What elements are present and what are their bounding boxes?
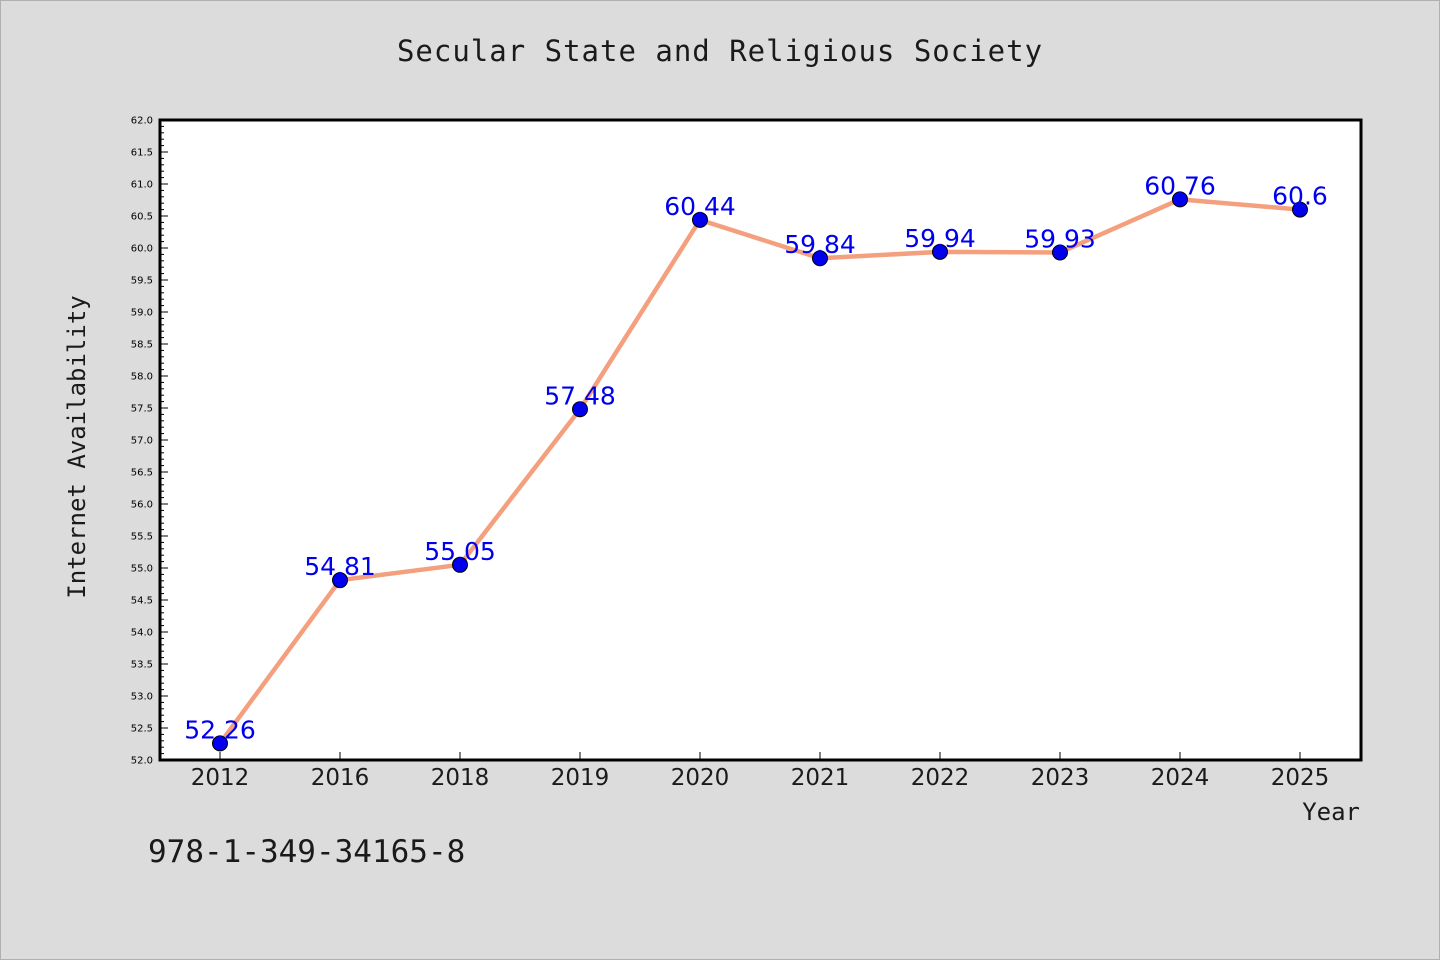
isbn-footer: 978-1-349-34165-8 bbox=[148, 834, 466, 870]
data-point bbox=[812, 250, 828, 267]
y-tick-label: 56.0 bbox=[131, 500, 153, 511]
y-tick-label: 59.0 bbox=[131, 308, 153, 319]
x-axis-title: Year bbox=[1302, 798, 1360, 826]
data-label: 59.93 bbox=[1024, 224, 1096, 253]
y-tick-label: 52.0 bbox=[131, 756, 153, 767]
data-point bbox=[692, 211, 708, 228]
x-tick-label: 2020 bbox=[671, 765, 730, 791]
data-label: 52.26 bbox=[184, 715, 256, 744]
data-label: 59.94 bbox=[904, 224, 976, 253]
plot-area bbox=[158, 118, 1363, 762]
y-tick-label: 53.0 bbox=[131, 692, 153, 703]
y-tick-label: 55.5 bbox=[131, 532, 153, 543]
y-tick-label: 60.5 bbox=[131, 212, 153, 223]
data-point bbox=[1292, 201, 1308, 218]
series-line bbox=[218, 197, 1301, 745]
y-axis-title: Internet Availability bbox=[63, 295, 91, 598]
x-tick-label: 2025 bbox=[1271, 765, 1330, 791]
y-tick-label: 58.5 bbox=[131, 340, 153, 351]
y-tick-label: 61.0 bbox=[131, 180, 153, 191]
data-label: 60.6 bbox=[1272, 182, 1328, 211]
x-axis: 2012 2016 2018 2019 2020 2021 2022 2023 2024 2025 bbox=[191, 752, 1330, 791]
y-tick-label: 54.0 bbox=[131, 628, 153, 639]
x-tick-label: 2022 bbox=[911, 765, 970, 791]
y-tick-label: 56.5 bbox=[131, 468, 153, 479]
y-tick-label: 62.0 bbox=[131, 116, 153, 127]
series-layer: 52.26 54.81 55.05 57.48 60.44 59.84 59.94 59.93… bbox=[184, 171, 1328, 752]
y-tick-label: 55.0 bbox=[131, 564, 153, 575]
data-label: 60.76 bbox=[1144, 171, 1216, 200]
y-axis: 52.0 52.5 53.0 53.5 54.0 54.5 55.0 55.5 56.0 56.5… bbox=[131, 116, 168, 767]
x-tick-label: 2016 bbox=[311, 765, 370, 791]
x-tick-label: 2024 bbox=[1151, 765, 1210, 791]
data-point bbox=[452, 556, 468, 573]
data-label: 55.05 bbox=[424, 537, 496, 566]
data-label: 59.84 bbox=[784, 230, 856, 259]
y-tick-label: 52.5 bbox=[131, 724, 153, 735]
x-tick-label: 2012 bbox=[191, 765, 250, 791]
y-tick-label: 58.0 bbox=[131, 372, 153, 383]
data-point bbox=[1052, 244, 1068, 261]
x-tick-label: 2018 bbox=[431, 765, 490, 791]
y-tick-label: 61.5 bbox=[131, 148, 153, 159]
data-label: 54.81 bbox=[304, 552, 376, 581]
chart-title: Secular State and Religious Society bbox=[396, 34, 1044, 68]
data-label: 60.44 bbox=[664, 192, 736, 221]
data-label: 57.48 bbox=[544, 381, 616, 410]
x-tick-label: 2023 bbox=[1031, 765, 1090, 791]
y-tick-label: 59.5 bbox=[131, 276, 153, 287]
y-tick-label: 57.5 bbox=[131, 404, 153, 415]
y-tick-label: 53.5 bbox=[131, 660, 153, 671]
data-point bbox=[212, 735, 228, 752]
data-point bbox=[572, 401, 588, 418]
y-tick-label: 54.5 bbox=[131, 596, 153, 607]
x-tick-label: 2021 bbox=[791, 765, 850, 791]
data-point bbox=[332, 572, 348, 589]
y-tick-label: 60.0 bbox=[131, 244, 153, 255]
data-point bbox=[1172, 191, 1188, 208]
x-tick-label: 2019 bbox=[551, 765, 610, 791]
data-point bbox=[932, 243, 948, 260]
y-tick-label: 57.0 bbox=[131, 436, 153, 447]
